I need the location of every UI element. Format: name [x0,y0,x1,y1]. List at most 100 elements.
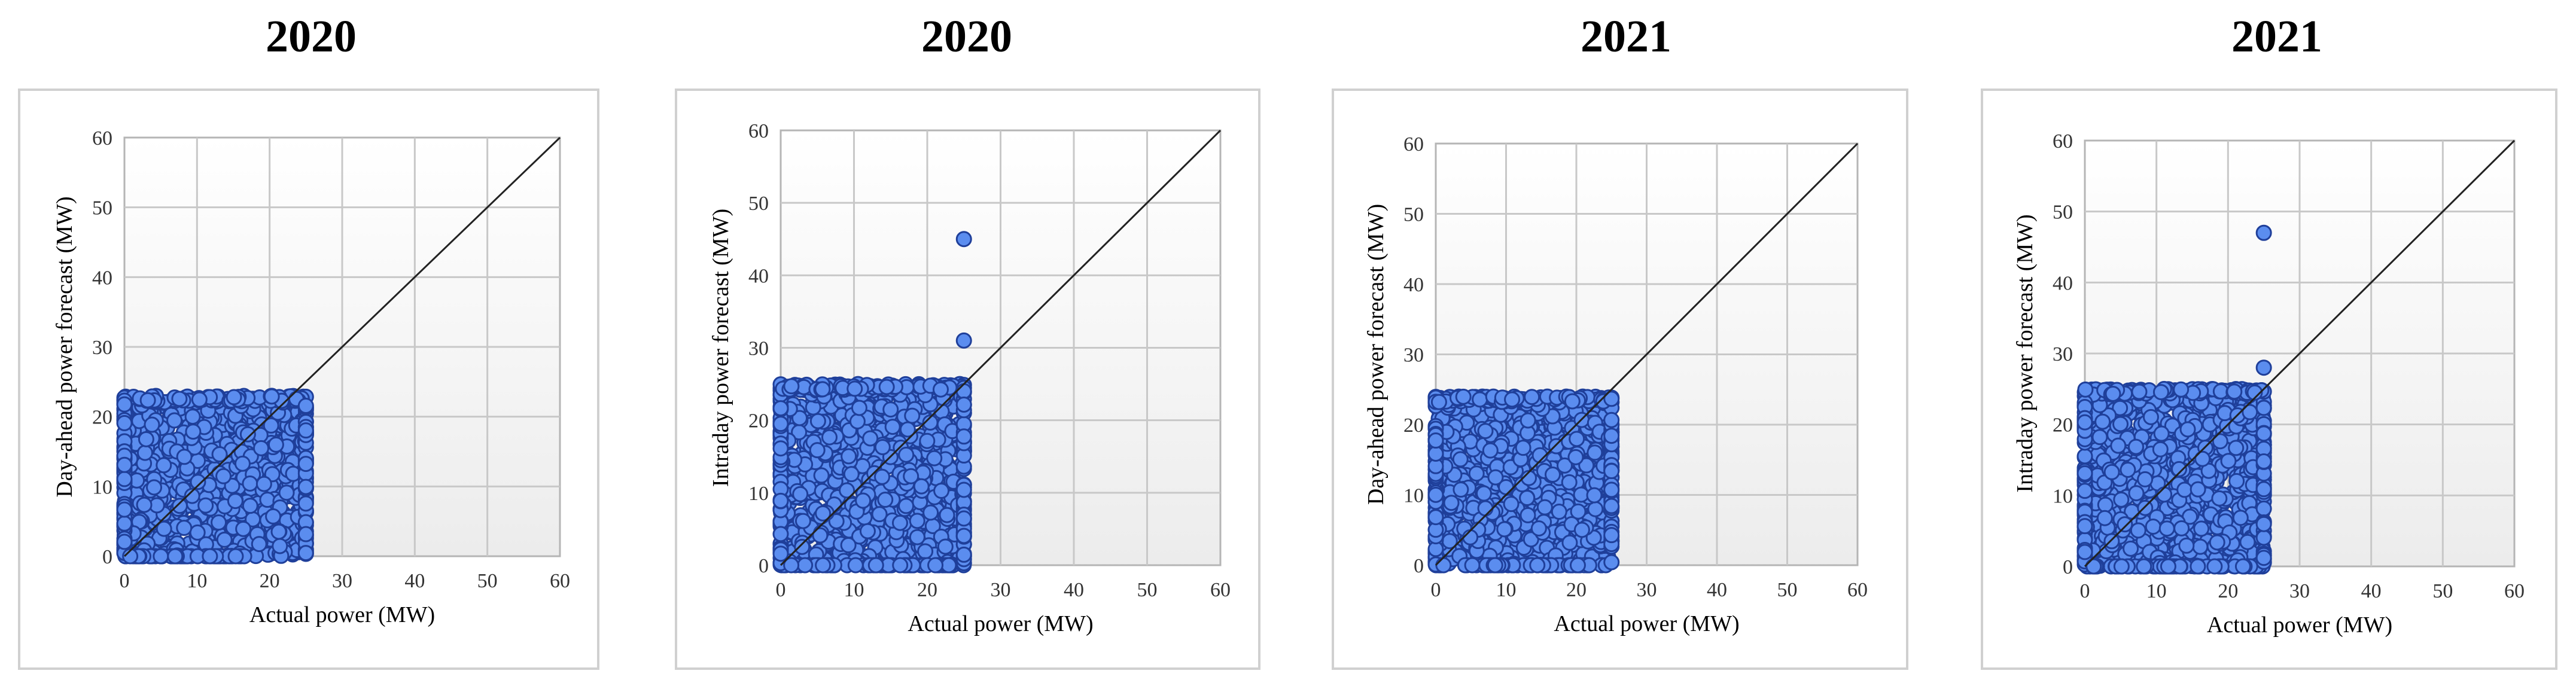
data-point [167,548,184,565]
x-tick-label: 0 [120,570,130,592]
data-point [191,391,208,408]
data-point [2255,425,2272,442]
data-point [2113,558,2130,575]
data-point [2145,518,2161,535]
data-point [809,442,826,459]
data-point [772,400,789,417]
y-tick-label: 40 [2053,272,2073,294]
data-point [913,478,930,495]
data-point [791,410,808,426]
y-axis-label: Day-ahead power forecast (MW) [1363,204,1389,505]
data-point [843,466,860,483]
data-point [2123,540,2139,557]
y-tick-label: 20 [1403,414,1424,437]
data-point [815,557,832,574]
data-point [2176,481,2193,498]
data-point [190,474,206,490]
data-point [2076,465,2093,481]
data-point [955,428,972,445]
data-point [1520,412,1536,429]
y-tick-label: 40 [748,265,769,287]
data-point [815,505,832,522]
data-point [2234,558,2251,575]
data-point [265,508,282,525]
data-point [955,546,972,563]
y-tick-label: 60 [2053,130,2073,153]
data-point [122,548,139,565]
data-point [874,439,891,456]
data-point [1573,522,1590,538]
y-tick-label: 10 [748,483,769,505]
data-point [2142,409,2159,425]
x-tick-label: 20 [917,579,937,601]
scatter-series [1427,388,1620,574]
data-point [2110,437,2127,454]
y-axis-label: Intraday power forecast (MW) [708,209,733,487]
x-tick-label: 60 [1210,579,1231,601]
x-axis-label: Actual power (MW) [2207,612,2392,638]
data-point [259,492,276,508]
data-point [862,430,879,447]
data-point [821,429,838,446]
outlier-point [2255,359,2272,376]
data-point [1468,465,1485,482]
data-point [1569,431,1585,447]
data-point [772,440,789,457]
data-point [176,449,193,465]
data-point [215,468,232,484]
data-point [2226,383,2243,400]
data-point [1427,432,1444,449]
data-point [184,487,200,504]
data-point [772,526,789,542]
data-point [2228,472,2245,489]
panel-2-title: 2020 [921,11,1012,62]
data-point [267,436,284,453]
data-point [922,504,939,521]
data-point [937,538,954,555]
data-point [2076,414,2093,431]
data-point [176,520,193,536]
data-point [1524,389,1540,406]
data-point [1455,388,1472,405]
data-point [239,426,256,443]
data-point [2173,381,2190,398]
data-point [919,432,936,449]
data-point [1567,449,1584,465]
data-point [841,448,857,465]
data-point [1561,474,1578,490]
y-tick-label: 50 [1403,204,1424,226]
data-point [2190,481,2206,498]
data-point [2152,384,2169,401]
data-point [898,498,915,514]
data-point [2156,486,2173,503]
data-point [926,450,943,467]
data-point [2128,485,2145,502]
y-tick-label: 0 [102,546,112,568]
data-point [184,409,201,425]
data-point [146,479,163,496]
data-point [2232,510,2249,526]
data-point [1487,557,1503,574]
data-point [939,507,955,523]
data-point [211,514,227,531]
data-point [1496,521,1513,538]
data-point [847,557,864,574]
data-point [2112,416,2129,432]
data-point [955,383,972,400]
x-tick-label: 10 [844,579,864,601]
data-point [297,545,314,562]
data-point [1564,393,1581,410]
panel-4-title: 2021 [2231,11,2322,62]
data-point [955,396,972,413]
data-point [1482,442,1499,459]
y-tick-label: 40 [92,267,112,289]
scatter-series [772,231,972,574]
data-point [909,529,925,545]
data-point [2076,448,2093,465]
data-point [227,493,243,510]
data-point [809,413,826,429]
data-point [2255,400,2272,416]
data-point [2136,558,2152,575]
data-point [226,389,242,406]
data-point [272,538,288,554]
